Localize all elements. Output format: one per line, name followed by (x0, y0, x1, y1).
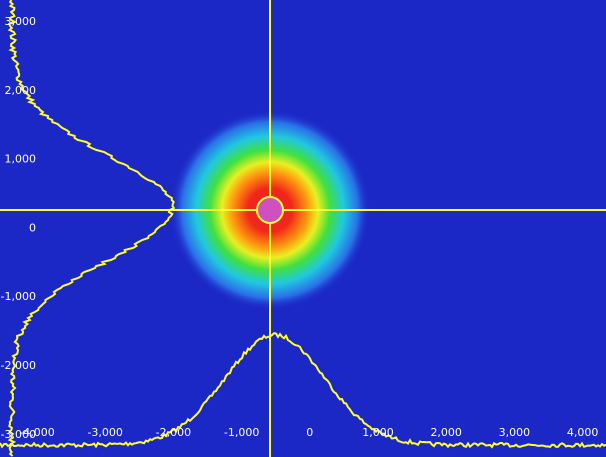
x-axis-label: 0 (306, 426, 313, 439)
y-axis-label: 2,000 (5, 84, 37, 97)
axis-labels: -4,000 -3,000 -2,000 -1,000 0 1,000 2,000 3,000… (1, 15, 599, 441)
y-axis-label: 3,000 (5, 15, 37, 28)
x-axis-label: -2,000 (156, 426, 191, 439)
x-axis-label: -3,000 (87, 426, 122, 439)
y-axis-label: 0 (29, 221, 36, 234)
x-axis-label: 4,000 (567, 426, 599, 439)
vertical-profile (7, 0, 176, 457)
x-axis-label: 2,000 (430, 426, 462, 439)
x-axis-label: 3,000 (499, 426, 531, 439)
beam-center-marker (256, 196, 284, 224)
x-axis-label: 1,000 (362, 426, 394, 439)
y-axis-label: -1,000 (1, 290, 36, 303)
y-axis-label: -2,000 (1, 359, 36, 372)
y-axis-label: -3,000 (1, 428, 36, 441)
horizontal-profile (0, 332, 606, 449)
x-axis-label: -1,000 (224, 426, 259, 439)
x-axis-label: -4,000 (19, 426, 54, 439)
y-axis-label: 1,000 (5, 153, 37, 166)
